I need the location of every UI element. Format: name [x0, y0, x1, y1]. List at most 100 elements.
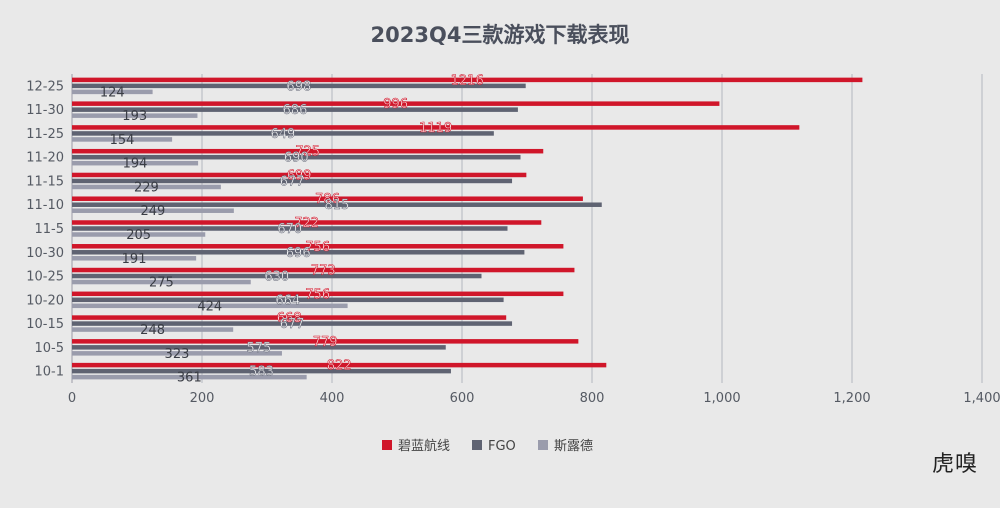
bar — [72, 351, 282, 356]
bar — [72, 196, 583, 201]
category-label: 10-30 — [26, 246, 64, 261]
x-tick-label: 1,400 — [963, 391, 1000, 406]
data-label: 756 — [305, 240, 330, 255]
legend: 碧蓝航线 FGO 斯露德 — [382, 438, 593, 454]
watermark-logo: 虎嗅 — [931, 452, 978, 477]
bar — [72, 303, 348, 309]
bar — [72, 321, 513, 326]
data-label: 699 — [287, 168, 312, 183]
category-label: 12-25 — [26, 79, 64, 94]
data-label: 1216 — [451, 73, 484, 88]
data-label: 690 — [284, 151, 309, 166]
bar — [72, 178, 513, 184]
bar — [72, 250, 525, 255]
bar — [72, 291, 564, 297]
data-label: 756 — [305, 287, 330, 302]
data-label: 696 — [286, 246, 311, 261]
category-label: 10-5 — [34, 341, 64, 356]
bar — [72, 160, 199, 166]
bar — [72, 339, 579, 344]
data-label: 191 — [122, 252, 147, 267]
x-tick-label: 200 — [190, 391, 215, 406]
bar — [72, 368, 451, 374]
x-tick-label: 800 — [580, 391, 605, 406]
data-label: 664 — [275, 293, 300, 308]
bar — [72, 154, 521, 160]
data-label: 698 — [286, 79, 311, 94]
bar — [72, 137, 173, 142]
data-label: 822 — [327, 359, 352, 374]
category-label: 10-25 — [26, 270, 64, 285]
data-label: 630 — [264, 270, 289, 285]
bar — [72, 77, 863, 83]
bar — [72, 327, 234, 332]
bar — [72, 208, 234, 213]
bar — [72, 279, 251, 285]
bar — [72, 267, 575, 273]
bar — [72, 131, 494, 136]
x-tick-label: 400 — [320, 391, 345, 406]
data-label: 779 — [313, 335, 338, 350]
category-label: 10-15 — [26, 317, 64, 332]
legend-swatch — [538, 440, 548, 450]
data-label: 677 — [280, 174, 305, 189]
x-tick-labels: 0 200 400 600 800 1,000 1,200 1,400 — [68, 391, 1000, 406]
x-tick-label: 1,200 — [833, 391, 870, 406]
data-label: 1119 — [419, 121, 452, 136]
category-label: 11-5 — [34, 222, 64, 237]
data-label: 677 — [280, 317, 305, 332]
bar — [72, 297, 504, 303]
legend-label: 碧蓝航线 — [398, 438, 450, 454]
legend-label: FGO — [488, 439, 516, 454]
bar — [72, 113, 198, 118]
category-label: 10-20 — [26, 293, 64, 308]
bars — [72, 77, 863, 380]
category-label: 11-30 — [26, 103, 64, 118]
data-label: 229 — [134, 180, 159, 195]
data-label: 154 — [110, 133, 135, 148]
bar — [72, 362, 607, 368]
category-label: 11-25 — [26, 127, 64, 142]
data-label: 575 — [246, 341, 271, 356]
bar — [72, 244, 564, 249]
data-label: 722 — [294, 216, 319, 231]
bar — [72, 256, 197, 261]
data-label: 773 — [311, 264, 336, 279]
data-label: 786 — [315, 192, 340, 207]
category-label: 11-20 — [26, 151, 64, 166]
legend-swatch — [472, 440, 482, 450]
bar — [72, 89, 153, 95]
bar — [72, 172, 527, 178]
data-label: 248 — [140, 323, 165, 338]
category-labels: 12-25 11-30 11-25 11-20 11-15 11-10 11-5 10-30 1… — [26, 79, 64, 379]
bar — [72, 83, 526, 89]
data-label: 668 — [277, 311, 302, 326]
bar — [72, 374, 307, 380]
data-label: 205 — [126, 228, 151, 243]
data-label: 996 — [383, 97, 408, 112]
legend-swatch — [382, 440, 392, 450]
data-label: 424 — [197, 299, 222, 314]
bar — [72, 107, 518, 112]
data-label: 193 — [122, 109, 147, 124]
data-label: 649 — [271, 127, 296, 142]
data-label: 725 — [295, 145, 320, 160]
bar — [72, 345, 446, 350]
data-label: 323 — [165, 347, 190, 362]
data-label: 249 — [141, 204, 166, 219]
legend-label: 斯露德 — [554, 439, 593, 454]
category-label: 11-15 — [26, 174, 64, 189]
data-label: 670 — [277, 222, 302, 237]
category-label: 10-1 — [34, 365, 64, 380]
data-label: 686 — [283, 103, 308, 118]
bar — [72, 226, 508, 231]
bar — [72, 184, 221, 190]
x-tick-label: 0 — [68, 391, 76, 406]
bar — [72, 220, 542, 225]
chart-title: 2023Q4三款游戏下载表现 — [371, 23, 630, 47]
bar — [72, 148, 544, 154]
bar — [72, 202, 602, 207]
category-label: 11-10 — [26, 198, 64, 213]
